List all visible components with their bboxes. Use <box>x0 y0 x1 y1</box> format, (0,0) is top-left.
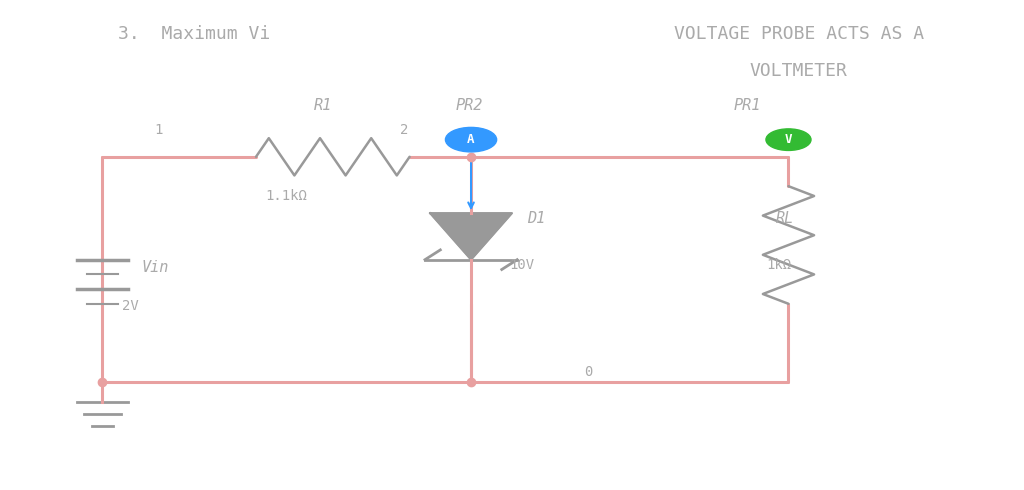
Text: VOLTMETER: VOLTMETER <box>750 62 848 80</box>
Text: Vin: Vin <box>141 260 169 274</box>
Text: D1: D1 <box>527 211 546 225</box>
Text: 2V: 2V <box>122 299 138 313</box>
Text: A: A <box>467 133 475 146</box>
Text: R1: R1 <box>313 98 332 113</box>
Text: 0: 0 <box>585 366 593 379</box>
Text: 1: 1 <box>155 123 163 137</box>
Text: 1.1kΩ: 1.1kΩ <box>266 189 307 203</box>
Polygon shape <box>430 213 512 260</box>
Text: VOLTAGE PROBE ACTS AS A: VOLTAGE PROBE ACTS AS A <box>674 25 924 43</box>
Circle shape <box>766 129 811 150</box>
Text: PR2: PR2 <box>456 98 482 113</box>
Text: 3.  Maximum Vi: 3. Maximum Vi <box>119 25 270 43</box>
Text: RL: RL <box>776 211 795 225</box>
Text: 1kΩ: 1kΩ <box>766 258 792 271</box>
Text: 10V: 10V <box>509 258 535 271</box>
Text: V: V <box>784 133 793 146</box>
Circle shape <box>445 127 497 152</box>
Text: PR1: PR1 <box>734 98 761 113</box>
Text: 2: 2 <box>400 123 409 137</box>
